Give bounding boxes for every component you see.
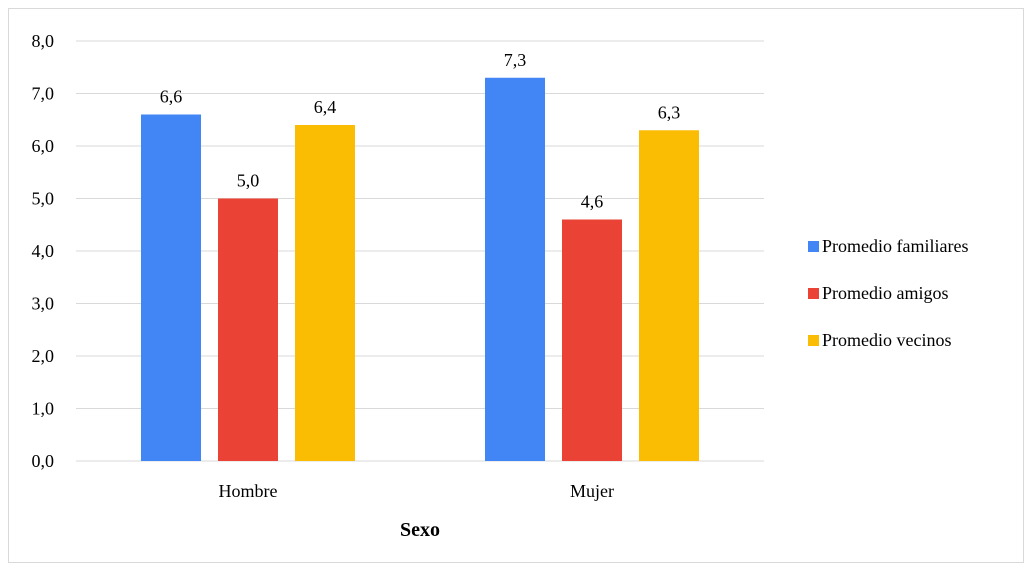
y-axis-ticks: 0,0 1,0 2,0 3,0 4,0 5,0 6,0 7,0 8,0 bbox=[32, 31, 55, 471]
x-axis-categories: Hombre Mujer bbox=[219, 481, 614, 501]
bar-promedio-familiares bbox=[141, 114, 201, 461]
data-label: 6,6 bbox=[160, 87, 183, 107]
bar-promedio-vecinos bbox=[295, 125, 355, 461]
legend-label: Promedio vecinos bbox=[822, 330, 951, 350]
legend: Promedio familiares Promedio amigos Promed… bbox=[808, 236, 968, 350]
data-label: 4,6 bbox=[581, 192, 604, 212]
legend-label: Promedio familiares bbox=[822, 236, 968, 256]
legend-swatch bbox=[808, 241, 819, 252]
bar-promedio-amigos bbox=[562, 219, 622, 461]
data-label: 5,0 bbox=[237, 171, 260, 191]
bar-promedio-familiares bbox=[485, 77, 545, 461]
x-category-label: Hombre bbox=[219, 481, 278, 501]
y-tick-label: 5,0 bbox=[32, 189, 55, 209]
y-tick-label: 6,0 bbox=[32, 136, 55, 156]
x-axis-title: Sexo bbox=[400, 519, 440, 541]
y-tick-label: 1,0 bbox=[32, 399, 55, 419]
legend-swatch bbox=[808, 335, 819, 346]
y-tick-label: 4,0 bbox=[32, 241, 55, 261]
data-label: 6,4 bbox=[314, 97, 337, 117]
bar-promedio-vecinos bbox=[639, 130, 699, 461]
legend-label: Promedio amigos bbox=[822, 283, 949, 303]
y-tick-label: 2,0 bbox=[32, 346, 55, 366]
y-tick-label: 0,0 bbox=[32, 451, 55, 471]
bars: 6,6 5,0 6,4 7,3 4,6 6,3 bbox=[141, 50, 699, 461]
y-tick-label: 7,0 bbox=[32, 84, 55, 104]
legend-swatch bbox=[808, 288, 819, 299]
y-tick-label: 3,0 bbox=[32, 294, 55, 314]
data-label: 6,3 bbox=[658, 102, 681, 122]
data-label: 7,3 bbox=[504, 50, 527, 70]
x-category-label: Mujer bbox=[570, 481, 614, 501]
y-tick-label: 8,0 bbox=[32, 31, 55, 51]
bar-promedio-amigos bbox=[218, 198, 278, 461]
